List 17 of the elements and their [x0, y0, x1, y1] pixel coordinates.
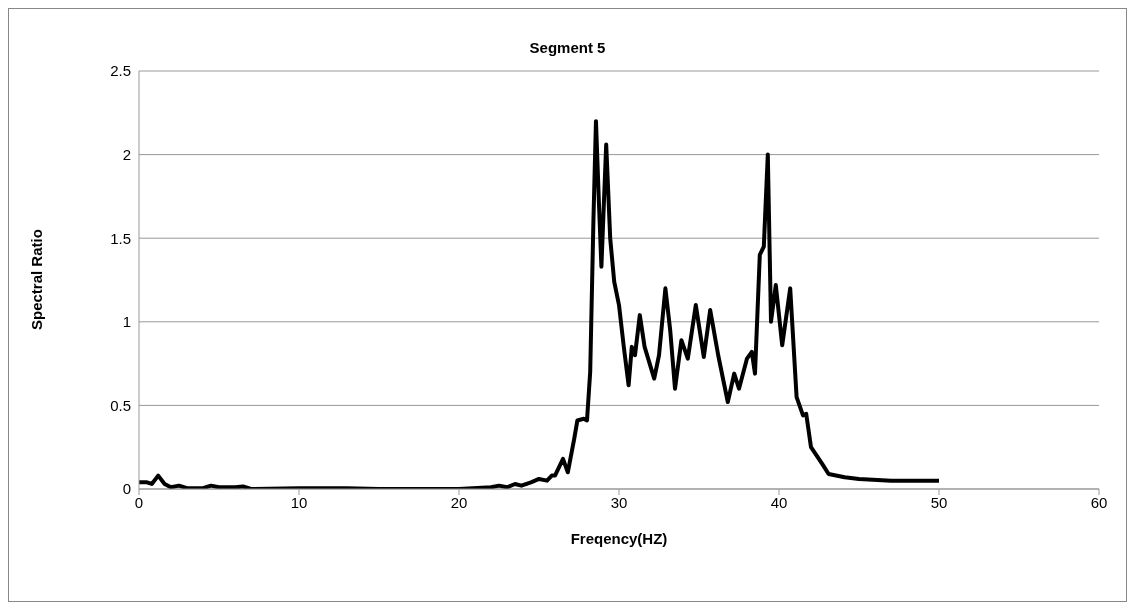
x-tick-label: 60 [1090, 493, 1108, 511]
x-tick-label: 30 [610, 493, 628, 511]
chart-title: Segment 5 [528, 38, 607, 58]
line-series [139, 119, 941, 489]
x-tick-label: 20 [450, 493, 468, 511]
y-tick-label: 0 [122, 480, 131, 498]
y-tick-label: 1 [122, 313, 131, 331]
x-tick-label: 0 [134, 493, 144, 511]
x-axis-title: Freqency(HZ) [570, 530, 668, 547]
x-tick-label: 10 [290, 493, 308, 511]
y-axis-title: Spectral Ratio [28, 229, 46, 330]
y-tick-label: 1.5 [110, 229, 131, 247]
y-tick-label: 2 [122, 145, 131, 163]
x-tick-label: 50 [930, 493, 948, 511]
x-tick-label: 40 [770, 493, 788, 511]
y-tick-label: 2.5 [110, 62, 131, 80]
y-tick-label: 0.5 [110, 396, 131, 414]
